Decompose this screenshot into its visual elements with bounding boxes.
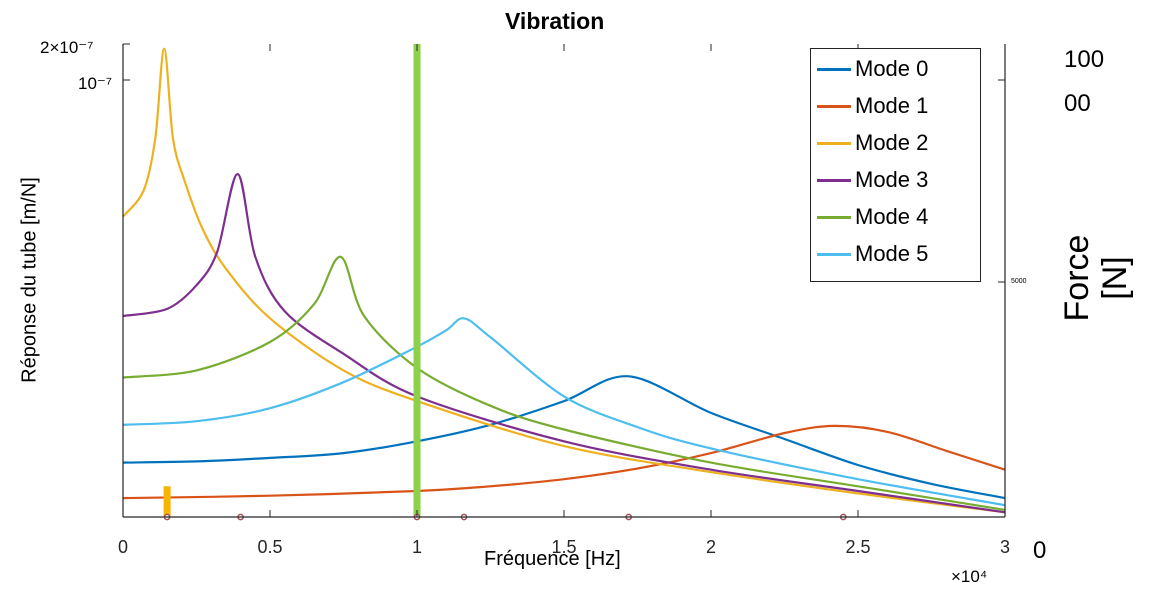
legend-swatch — [817, 68, 851, 71]
legend-label: Mode 5 — [855, 241, 929, 266]
force-bars — [163, 44, 421, 517]
series-lines — [122, 47, 1006, 514]
series-line-4 — [122, 255, 1006, 511]
right-axis-label: Force [N] — [1058, 235, 1134, 322]
right-tick-label-mid: 5000 — [1011, 278, 1027, 285]
x-tick-label-0: 0 — [118, 537, 128, 557]
legend-item: Mode 4 — [817, 201, 982, 233]
legend-item: Mode 3 — [817, 164, 982, 196]
legend-item: Mode 1 — [817, 90, 982, 122]
series-line-0 — [122, 375, 1006, 500]
right-tick-label-top-line2: 00 — [1064, 90, 1091, 117]
legend-label: Mode 4 — [855, 204, 929, 229]
x-ticks: 0 0.5 1 1.5 2 2.5 3 — [118, 44, 1010, 557]
right-tick-label-top-line1: 100 — [1064, 46, 1105, 73]
legend-swatch — [817, 105, 851, 108]
right-axis-label-line2: [N] — [1096, 256, 1134, 300]
force-bar-1 — [413, 44, 421, 517]
legend-swatch — [817, 179, 851, 182]
y-tick-label-top: 2×10⁻⁷ — [40, 38, 94, 57]
legend-swatch — [817, 216, 851, 219]
right-axis-label-line1: Force — [1058, 234, 1096, 322]
chart-title: Vibration — [505, 8, 605, 34]
series-line-5 — [122, 317, 1006, 507]
legend-label: Mode 1 — [855, 93, 929, 118]
x-axis-label: Fréquence [Hz] — [484, 548, 621, 570]
legend-label: Mode 2 — [855, 130, 929, 155]
legend-swatch — [817, 142, 851, 145]
x-tick-label-4: 2 — [706, 537, 716, 557]
legend-label: Mode 3 — [855, 167, 929, 192]
x-tick-label-3: 1.5 — [551, 537, 576, 557]
x-tick-label-1: 0.5 — [257, 537, 282, 557]
force-bar-0 — [163, 486, 171, 517]
legend-item: Mode 0 — [817, 53, 982, 85]
x-tick-label-5: 2.5 — [845, 537, 870, 557]
x-tick-label-2: 1 — [412, 537, 422, 557]
x-tick-label-6: 3 — [1000, 537, 1010, 557]
y-axis-label: Réponse du tube [m/N] — [18, 177, 41, 383]
legend-item: Mode 5 — [817, 238, 982, 270]
series-line-3 — [122, 172, 1006, 514]
right-tick-label-bottom: 0 — [1033, 537, 1047, 564]
legend-item: Mode 2 — [817, 127, 982, 159]
legend: Mode 0 Mode 1 Mode 2 Mode 3 Mode 4 Mode 5 — [810, 48, 981, 282]
series-line-2 — [122, 47, 1006, 514]
legend-label: Mode 0 — [855, 56, 929, 81]
legend-swatch — [817, 253, 851, 256]
series-line-1 — [122, 424, 1006, 500]
y-tick-label-sub: 10⁻⁷ — [78, 74, 113, 93]
x-axis-multiplier: ×10⁴ — [951, 567, 988, 586]
